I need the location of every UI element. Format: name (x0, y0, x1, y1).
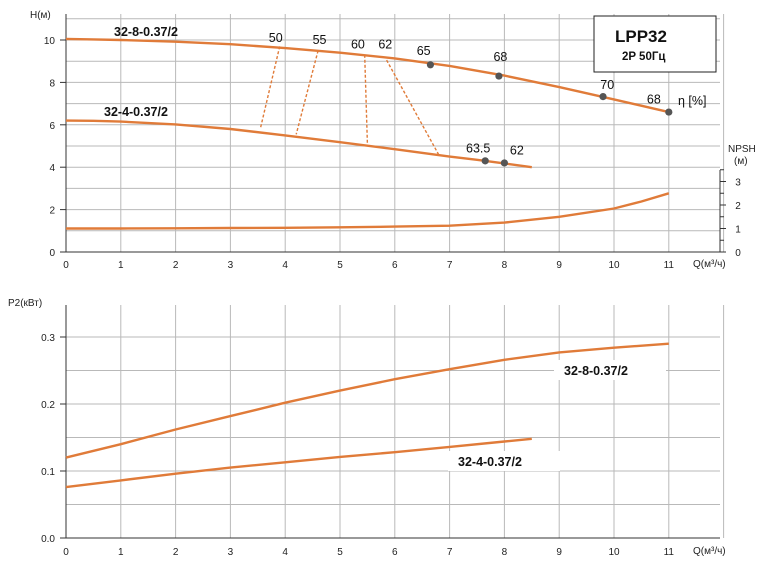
head-y-tick: 8 (49, 78, 55, 89)
head-x-tick: 8 (502, 260, 508, 271)
head-x-tick: 7 (447, 260, 453, 271)
efficiency-point (495, 72, 503, 80)
head-x-tick: 10 (608, 260, 620, 271)
power-x-tick: 4 (282, 547, 288, 558)
head-x-tick: 6 (392, 260, 398, 271)
efficiency-label: 62 (510, 143, 524, 157)
head-x-tick: 2 (173, 260, 179, 271)
power-chart: 0 1 2 3 4 5 6 7 8 9 10 11 0.0 0.1 0.2 0.3 P2(кВт) Q(м³… (8, 298, 726, 558)
efficiency-points (426, 61, 673, 167)
head-x-tick: 5 (337, 260, 343, 271)
head-y-tick: 2 (49, 206, 55, 217)
power-x-ticks: 0 1 2 3 4 5 6 7 8 9 10 11 (63, 547, 674, 558)
efficiency-label: 68 (493, 50, 507, 64)
efficiency-label: 50 (269, 31, 283, 45)
efficiency-unit-label: η [%] (678, 94, 707, 108)
efficiency-labels: 50 55 60 62 65 68 70 68 63.5 62 (269, 31, 661, 157)
head-x-tick: 1 (118, 260, 124, 271)
head-x-tick: 4 (282, 260, 288, 271)
head-x-ticks: 0 1 2 3 4 5 6 7 8 9 10 11 (63, 260, 674, 271)
head-y-tick: 10 (44, 36, 56, 47)
npsh-ticks: 0 1 2 3 (720, 169, 741, 259)
iso-efficiency-lines (259, 46, 440, 155)
power-curve-label-32-8: 32-8-0.37/2 (564, 364, 628, 378)
power-y-tick: 0.3 (41, 333, 55, 344)
efficiency-point (500, 159, 508, 167)
head-x-tick: 3 (228, 260, 234, 271)
power-x-tick: 9 (556, 547, 562, 558)
power-x-tick: 6 (392, 547, 398, 558)
power-y-label: P2(кВт) (8, 298, 42, 309)
iso-efficiency-line (385, 59, 440, 155)
model-box (593, 15, 717, 73)
npsh-tick: 3 (735, 178, 741, 189)
efficiency-label: 62 (378, 37, 392, 51)
npsh-label: NPSH (728, 144, 756, 155)
power-x-tick: 11 (664, 547, 675, 558)
npsh-tick: 2 (735, 201, 741, 212)
iso-efficiency-line (259, 46, 281, 129)
head-curve-32-8 (65, 37, 670, 114)
model-title: LPP32 (615, 27, 667, 46)
power-curve-32-4 (65, 437, 532, 489)
efficiency-label: 60 (351, 37, 365, 51)
power-x-tick: 3 (228, 547, 234, 558)
efficiency-label: 65 (417, 44, 431, 58)
power-y-tick: 0.0 (41, 534, 55, 545)
head-y-ticks: 0 2 4 6 8 10 (44, 36, 66, 259)
npsh-curve (66, 192, 670, 230)
head-curve-label-32-8: 32-8-0.37/2 (114, 25, 178, 39)
head-y-tick: 6 (49, 121, 55, 132)
head-x-tick: 11 (664, 260, 675, 271)
efficiency-label: 63.5 (466, 141, 490, 155)
efficiency-point (599, 93, 607, 101)
iso-efficiency-line (295, 50, 319, 135)
head-y-tick: 0 (49, 248, 55, 259)
power-curve-label-32-4: 32-4-0.37/2 (458, 455, 522, 469)
power-x-label: Q(м³/ч) (693, 546, 726, 557)
power-x-tick: 1 (118, 547, 124, 558)
power-curve-32-8 (65, 342, 669, 459)
npsh-unit: (м) (734, 156, 748, 167)
head-y-tick: 4 (49, 163, 55, 174)
iso-efficiency-line (364, 54, 369, 144)
npsh-tick: 1 (735, 225, 741, 236)
power-x-tick: 0 (63, 547, 69, 558)
power-curves (65, 342, 669, 489)
power-x-tick: 5 (337, 547, 343, 558)
model-subtitle: 2P 50Гц (622, 51, 665, 63)
power-y-ticks: 0.0 0.1 0.2 0.3 (41, 333, 66, 545)
efficiency-label: 70 (600, 78, 614, 92)
head-y-label: H(м) (30, 10, 51, 21)
head-x-tick: 9 (556, 260, 562, 271)
power-x-tick: 2 (173, 547, 179, 558)
head-curves (65, 37, 670, 230)
head-curve-32-4 (65, 119, 532, 169)
head-x-label: Q(м³/ч) (693, 259, 726, 270)
power-chart-grid (66, 305, 725, 538)
power-y-tick: 0.1 (41, 467, 55, 478)
power-label-bg-32-4 (448, 451, 560, 471)
efficiency-point (426, 61, 435, 69)
head-x-tick: 0 (63, 260, 69, 271)
efficiency-point (665, 108, 673, 116)
efficiency-point (481, 157, 489, 165)
npsh-tick: 0 (735, 248, 741, 259)
power-x-tick: 7 (447, 547, 453, 558)
power-x-tick: 10 (608, 547, 620, 558)
power-label-bg-32-8 (554, 360, 666, 380)
head-curve-label-32-4: 32-4-0.37/2 (104, 105, 168, 119)
power-y-tick: 0.2 (41, 400, 55, 411)
efficiency-label: 55 (313, 33, 327, 47)
power-x-tick: 8 (502, 547, 508, 558)
efficiency-label: 68 (647, 93, 661, 107)
